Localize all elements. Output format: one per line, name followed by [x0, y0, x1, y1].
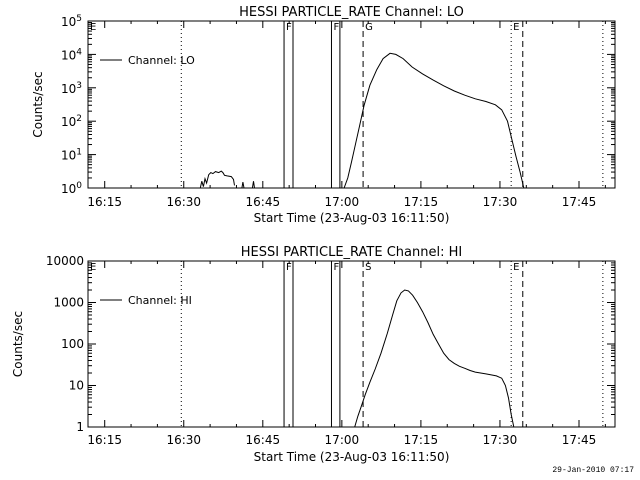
x-tick-label-1: 16:30 [166, 195, 201, 209]
series-line-segment-0-1 [241, 182, 245, 188]
plot-frame [87, 260, 616, 428]
plot-frame [87, 20, 616, 189]
y-tick-label-2: 100 [61, 337, 84, 351]
event-marker-label-7: E [513, 262, 519, 273]
x-axis-label: Start Time (23-Aug-03 16:11:50) [254, 211, 450, 225]
x-tick-label-0: 16:15 [87, 433, 122, 447]
y-tick-label-0: 100 [61, 181, 82, 196]
chart-panel-hi: HESSI PARTICLE_RATE Channel: HI 16:15 16:3… [11, 245, 616, 464]
series-line-segment-0-0 [354, 289, 515, 427]
y-tick-label-5: 105 [61, 14, 82, 29]
y-axis-label: Counts/sec [31, 71, 45, 137]
event-marker-label-2: F [286, 262, 292, 273]
event-marker-label-2: F [286, 22, 292, 33]
x-tick-label-4: 17:15 [404, 195, 439, 209]
event-marker-label-4: F [333, 262, 339, 273]
x-tick-label-6: 17:45 [562, 433, 597, 447]
legend-label: Channel: LO [128, 54, 195, 67]
y-tick-label-4: 104 [61, 47, 82, 62]
event-marker-label-0: E [90, 22, 96, 33]
x-tick-label-0: 16:15 [87, 195, 122, 209]
event-marker-label-7: E [513, 22, 519, 33]
series-line-segment-0-2 [251, 181, 255, 188]
x-tick-label-4: 17:15 [404, 433, 439, 447]
generation-timestamp: 29-Jan-2010 07:17 [552, 466, 634, 475]
chart-title: HESSI PARTICLE_RATE Channel: LO [239, 5, 464, 20]
x-tick-label-2: 16:45 [246, 433, 281, 447]
x-tick-label-2: 16:45 [246, 195, 281, 209]
event-marker-label-4: F [333, 22, 339, 33]
x-axis-label: Start Time (23-Aug-03 16:11:50) [254, 450, 450, 464]
x-tick-label-6: 17:45 [562, 195, 597, 209]
x-tick-label-1: 16:30 [166, 433, 201, 447]
chart-title: HESSI PARTICLE_RATE Channel: HI [241, 245, 462, 260]
y-tick-label-4: 10000 [46, 254, 84, 268]
y-tick-label-2: 102 [61, 114, 82, 129]
y-tick-label-1: 101 [61, 148, 82, 163]
y-tick-label-0: 1 [76, 420, 84, 434]
event-marker-label-6: S [365, 262, 371, 273]
series-line-segment-0-0 [199, 170, 235, 188]
series-line-segment-0-3 [343, 52, 525, 188]
event-marker-label-0: E [90, 262, 96, 273]
x-tick-label-5: 17:30 [483, 433, 518, 447]
legend-label: Channel: HI [128, 294, 192, 307]
y-tick-label-3: 1000 [53, 296, 84, 310]
chart-panel-lo: HESSI PARTICLE_RATE Channel: LO 16:15 16:3… [31, 5, 616, 225]
event-marker-label-6: G [365, 22, 373, 33]
x-tick-label-3: 17:00 [325, 433, 360, 447]
x-tick-label-5: 17:30 [483, 195, 518, 209]
x-tick-label-3: 17:00 [325, 195, 360, 209]
y-tick-label-3: 103 [61, 81, 82, 96]
y-tick-label-1: 10 [69, 379, 84, 393]
y-axis-label: Counts/sec [11, 311, 25, 377]
